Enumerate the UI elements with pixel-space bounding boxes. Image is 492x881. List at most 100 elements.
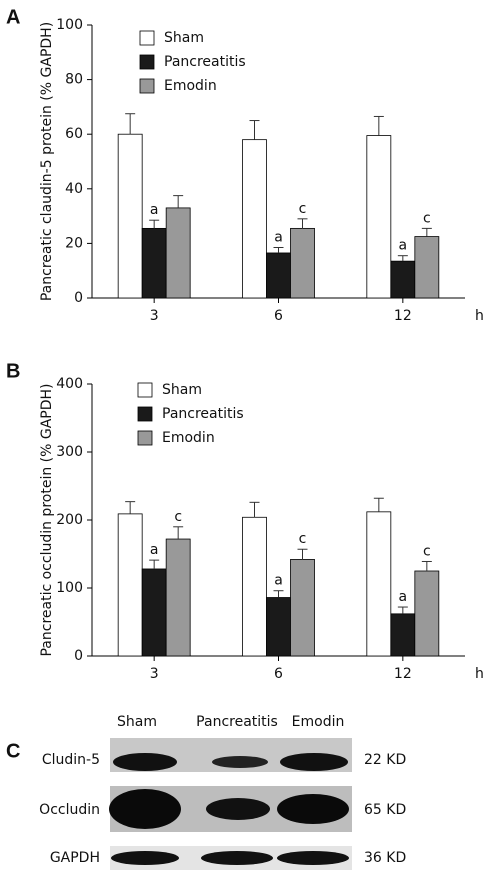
error-bar [149,559,160,569]
error-bar [249,120,260,140]
x-tick-label: 3 [150,308,159,324]
y-tick-label: 20 [65,235,83,251]
x-tick-label: 6 [274,666,283,682]
row-label: Occludin [39,802,100,818]
y-axis-label: Pancreatic claudin-5 protein (% GAPDH) [39,22,55,301]
legend-label: Sham [164,30,204,46]
band [111,851,179,865]
band [280,753,348,771]
legend-label: Emodin [164,78,217,94]
column-label: Sham [117,714,157,730]
band [113,753,177,771]
bar [266,252,291,299]
y-tick-label: 300 [56,444,83,460]
legend-swatch [139,54,155,70]
error-bar [297,218,308,229]
annotation: a [274,573,283,589]
x-tick-label: 6 [274,308,283,324]
error-bar [397,606,408,614]
bar [390,260,416,299]
error-bar [149,219,160,229]
annotation: a [399,238,408,254]
x-tick-label: 12 [394,666,412,682]
x-axis-label: h [475,666,484,682]
size-label: 65 KD [364,802,406,818]
band [201,851,273,865]
legend-label: Emodin [162,430,215,446]
blot: Sham Pancreatitis Emodin Cludin-5 Occlud… [39,714,406,870]
size-label: 36 KD [364,850,406,866]
legend-label: Sham [162,382,202,398]
band [206,798,270,820]
bar [290,227,315,299]
bar [414,236,440,299]
legend-label: Pancreatitis [164,54,246,70]
annotation: c [299,531,307,547]
x-tick-label: 3 [150,666,159,682]
bar [117,513,143,657]
error-bar [125,113,136,135]
y-tick-label: 400 [56,376,83,392]
panel-label: B [6,360,20,382]
bar [117,133,143,299]
x-axis-label: h [475,308,484,324]
error-bar [421,227,432,237]
band [277,794,349,824]
error-bar [397,255,408,262]
error-bar [249,501,260,518]
column-label: Emodin [292,714,345,730]
error-bar [273,246,284,253]
annotation: a [150,202,159,218]
bar [366,135,392,299]
legend-swatch [139,30,155,46]
bar [141,568,167,657]
y-tick-label: 0 [74,290,83,306]
bar [390,613,416,657]
annotation: a [274,229,283,245]
band [212,756,268,768]
error-bar [421,560,432,571]
annotation: c [423,210,431,226]
y-tick-label: 80 [65,72,83,88]
legend-swatch [137,430,153,446]
bar [165,207,191,299]
band [109,789,181,829]
size-label: 22 KD [364,752,406,768]
bar [141,227,167,299]
bar [266,597,291,657]
bar [165,538,191,657]
row-label: GAPDH [50,850,100,866]
error-bar [273,590,284,598]
annotation: c [299,201,307,217]
row-label: Cludin-5 [42,752,100,768]
y-tick-label: 40 [65,181,83,197]
band [277,851,349,865]
error-bar [173,195,184,208]
panel-label: A [6,6,20,28]
error-bar [173,526,184,540]
legend-swatch [137,406,153,422]
error-bar [125,501,136,514]
bar [242,139,267,299]
y-tick-label: 60 [65,126,83,142]
bar [366,511,392,657]
y-tick-label: 200 [56,512,83,528]
column-label: Pancreatitis [196,714,278,730]
annotation: c [174,509,182,525]
error-bar [297,548,308,560]
annotation: c [423,543,431,559]
error-bar [373,497,384,512]
x-tick-label: 12 [394,308,412,324]
legend-swatch [137,382,153,398]
annotation: a [399,589,408,605]
legend-label: Pancreatitis [162,406,244,422]
y-tick-label: 100 [56,580,83,596]
error-bar [373,115,384,136]
legend-swatch [139,78,155,94]
panel-label: C [6,740,20,762]
annotation: a [150,542,159,558]
bar [414,570,440,657]
y-tick-label: 100 [56,17,83,33]
y-axis-label: Pancreatic occludin protein (% GAPDH) [39,383,55,656]
